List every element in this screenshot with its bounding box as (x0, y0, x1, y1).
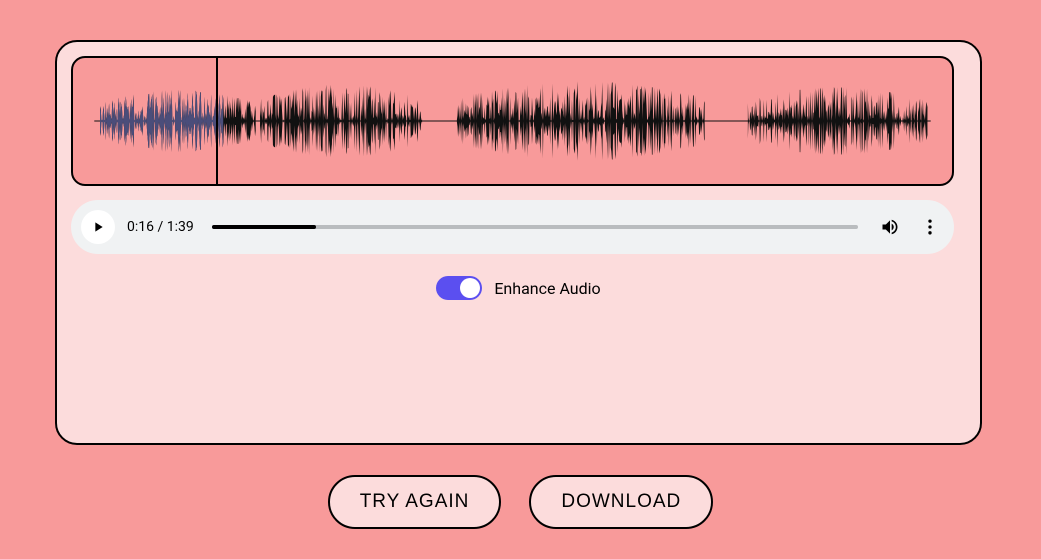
waveform-svg (73, 58, 952, 184)
play-icon (90, 219, 106, 235)
download-button[interactable]: DOWNLOAD (529, 475, 713, 529)
audio-player: 0:16 / 1:39 (71, 200, 954, 254)
play-button[interactable] (81, 210, 115, 244)
try-again-button[interactable]: TRY AGAIN (328, 475, 502, 529)
enhance-audio-toggle[interactable] (436, 276, 482, 300)
enhance-audio-label: Enhance Audio (494, 279, 600, 298)
playhead-cursor (216, 58, 218, 184)
more-vertical-icon (920, 217, 940, 237)
audio-panel: 0:16 / 1:39 Enhance Audio (55, 40, 982, 445)
progress-bar[interactable] (212, 225, 858, 229)
enhance-toggle-row: Enhance Audio (71, 276, 966, 300)
time-display: 0:16 / 1:39 (127, 219, 194, 235)
volume-button[interactable] (876, 213, 904, 241)
volume-icon (880, 217, 900, 237)
action-bar: TRY AGAIN DOWNLOAD (0, 475, 1041, 529)
waveform-display[interactable] (71, 56, 954, 186)
progress-fill (212, 225, 317, 229)
toggle-knob (460, 278, 480, 298)
more-options-button[interactable] (916, 213, 944, 241)
